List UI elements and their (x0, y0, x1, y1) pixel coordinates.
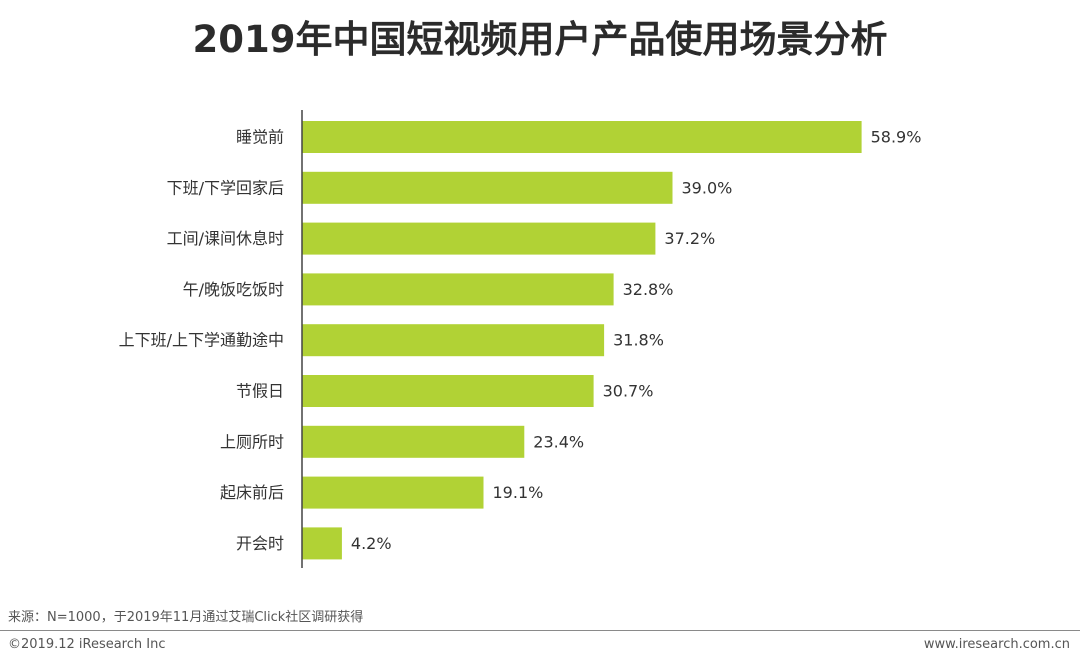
source-note: 来源：N=1000，于2019年11月通过艾瑞Click社区调研获得 (8, 610, 364, 625)
value-label: 19.1% (493, 483, 544, 502)
bar-6 (302, 425, 525, 458)
category-label: 开会时 (236, 534, 284, 553)
copyright-text: ©2019.12 iResearch Inc (8, 637, 166, 652)
value-label: 32.8% (623, 280, 674, 299)
category-label: 睡觉前 (236, 128, 284, 147)
value-label: 30.7% (603, 382, 654, 401)
value-label: 37.2% (664, 229, 715, 248)
value-label: 23.4% (533, 432, 584, 451)
category-label: 节假日 (236, 382, 284, 401)
category-label: 上厕所时 (220, 432, 284, 451)
category-label: 午/晚饭吃饭时 (183, 280, 284, 299)
bars-group: 睡觉前 58.9% 下班/下学回家后 39.0% 工间/课间休息时 37.2% 午/晚饭吃饭… (119, 121, 922, 560)
category-label: 工间/课间休息时 (167, 229, 284, 248)
value-label: 58.9% (871, 128, 922, 147)
bar-0 (302, 121, 862, 153)
chart-title: 2019年中国短视频用户产品使用场景分析 (192, 18, 888, 61)
category-label: 上下班/上下学通勤途中 (119, 331, 284, 350)
footer-divider (0, 630, 1080, 631)
value-label: 39.0% (682, 178, 733, 197)
bar-4 (302, 324, 605, 357)
value-label: 4.2% (351, 534, 392, 553)
bar-2 (302, 222, 656, 255)
value-label: 31.8% (613, 331, 664, 350)
bar-1 (302, 171, 673, 204)
category-label: 下班/下学回家后 (167, 178, 284, 197)
bar-chart: 睡觉前 58.9% 下班/下学回家后 39.0% 工间/课间休息时 37.2% 午/晚饭吃饭… (119, 110, 922, 568)
bar-5 (302, 375, 594, 407)
category-label: 起床前后 (220, 483, 284, 502)
bar-8 (302, 527, 342, 560)
bar-7 (302, 476, 484, 509)
bar-3 (302, 273, 614, 306)
website-link[interactable]: www.iresearch.com.cn (923, 637, 1070, 652)
